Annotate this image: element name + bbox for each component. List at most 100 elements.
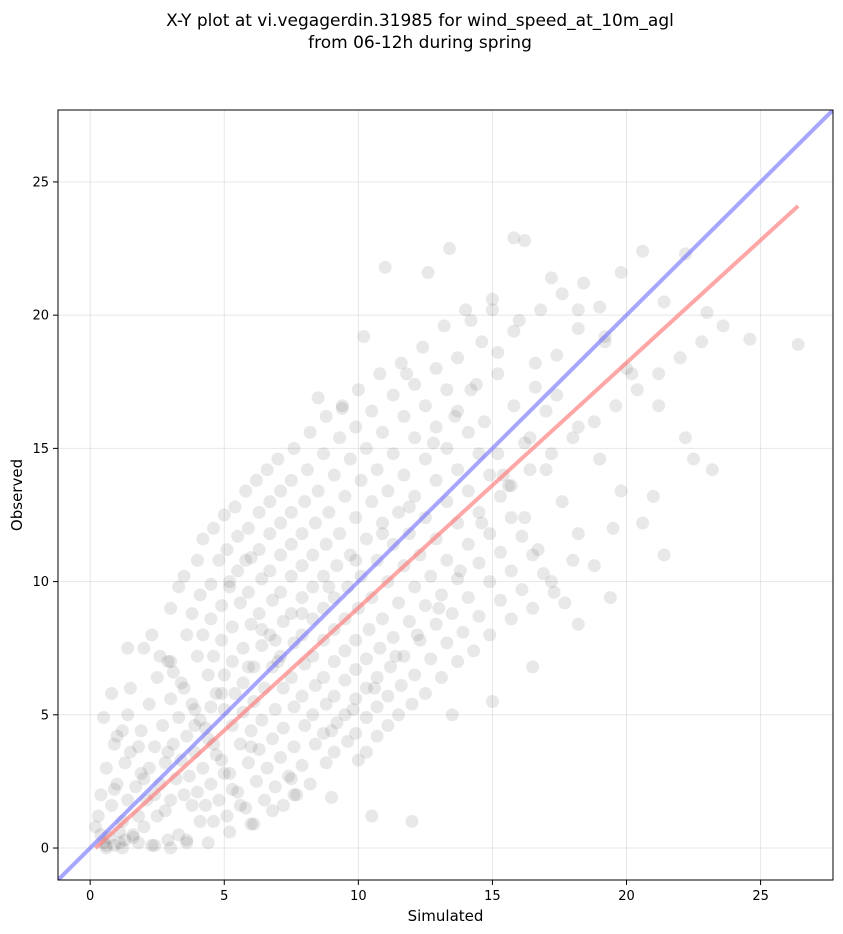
scatter-point [172, 710, 186, 724]
scatter-point [201, 836, 215, 850]
scatter-point [215, 599, 229, 613]
scatter-point [528, 356, 542, 370]
scatter-point [180, 836, 194, 850]
scatter-point [440, 441, 454, 455]
scatter-point [413, 548, 427, 562]
scatter-point [300, 463, 314, 477]
scatter-point [491, 447, 505, 461]
scatter-point [121, 708, 135, 722]
scatter-point [375, 612, 389, 626]
scatter-point [349, 553, 363, 567]
scatter-point [459, 303, 473, 317]
scatter-point [239, 801, 253, 815]
scatter-point [483, 628, 497, 642]
scatter-point [445, 607, 459, 621]
scatter-point [389, 649, 403, 663]
scatter-point [319, 697, 333, 711]
scatter-point [308, 737, 322, 751]
scatter-point [349, 633, 363, 647]
scatter-point [131, 740, 145, 754]
scatter-point [233, 798, 247, 812]
scatter-point [231, 564, 245, 578]
scatter-point [523, 463, 537, 477]
scatter-point [274, 484, 288, 498]
scatter-point [359, 710, 373, 724]
scatter-point [94, 788, 108, 802]
scatter-point [518, 436, 532, 450]
scatter-point [443, 242, 457, 256]
scatter-point [282, 769, 296, 783]
scatter-point [260, 761, 274, 775]
scatter-point [370, 729, 384, 743]
scatter-point [432, 601, 446, 615]
scatter-point [426, 436, 440, 450]
scatter-point [284, 569, 298, 583]
scatter-point [518, 511, 532, 525]
scatter-point [700, 305, 714, 319]
scatter-point [148, 838, 162, 852]
scatter-point [434, 671, 448, 685]
scatter-point [247, 660, 261, 674]
scatter-point [295, 689, 309, 703]
data-points [89, 231, 805, 855]
scatter-point [137, 772, 151, 786]
scatter-point [220, 809, 234, 823]
scatter-point [196, 532, 210, 546]
scatter-point [295, 607, 309, 621]
scatter-point [429, 617, 443, 631]
scatter-point [485, 694, 499, 708]
scatter-point [263, 527, 277, 541]
scatter-point [107, 782, 121, 796]
scatter-point [421, 266, 435, 280]
scatter-point [636, 516, 650, 530]
scatter-point [255, 572, 269, 586]
scatter-point [284, 772, 298, 786]
scatter-point [177, 569, 191, 583]
scatter-point [241, 521, 255, 535]
scatter-point [145, 838, 159, 852]
scatter-point [467, 644, 481, 658]
scatter-point [263, 564, 277, 578]
scatter-point [244, 817, 258, 831]
scatter-point [646, 489, 660, 503]
scatter-point [158, 804, 172, 818]
scatter-point [295, 527, 309, 541]
scatter-point [172, 828, 186, 842]
scatter-point [212, 793, 226, 807]
scatter-point [408, 489, 422, 503]
scatter-point [386, 388, 400, 402]
scatter-point [502, 479, 516, 493]
scatter-point [373, 641, 387, 655]
scatter-point [271, 452, 285, 466]
scatter-point [346, 702, 360, 716]
plot-frame [57, 109, 834, 881]
scatter-point [161, 833, 175, 847]
scatter-point [338, 489, 352, 503]
scatter-point [743, 332, 757, 346]
scatter-point [451, 572, 465, 586]
scatter-point [110, 777, 124, 791]
scatter-point [335, 399, 349, 413]
scatter-point [402, 615, 416, 629]
scatter-point [373, 367, 387, 381]
scatter-point [105, 686, 119, 700]
scatter-point [657, 548, 671, 562]
scatter-point [327, 689, 341, 703]
scatter-point [413, 633, 427, 647]
scatter-point [308, 516, 322, 530]
scatter-point [110, 729, 124, 743]
scatter-point [306, 548, 320, 562]
scatter-point [461, 425, 475, 439]
scatter-point [327, 745, 341, 759]
scatter-point [440, 636, 454, 650]
scatter-point [298, 495, 312, 509]
scatter-point [384, 660, 398, 674]
scatter-point [319, 756, 333, 770]
y-tick-label-0: 0 [41, 842, 49, 857]
scatter-point [365, 404, 379, 418]
scatter-point [485, 303, 499, 317]
scatter-point [252, 505, 266, 519]
scatter-point [123, 681, 137, 695]
scatter-point [614, 266, 628, 280]
scatter-point [593, 300, 607, 314]
